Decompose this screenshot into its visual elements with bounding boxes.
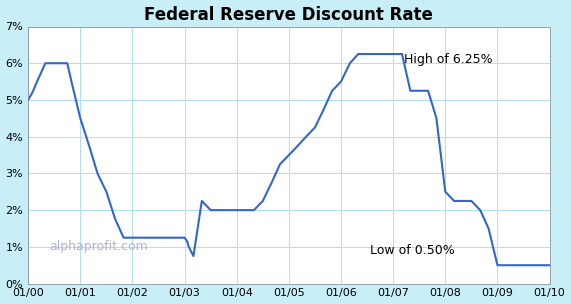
Text: Low of 0.50%: Low of 0.50% [369,244,455,257]
Title: Federal Reserve Discount Rate: Federal Reserve Discount Rate [144,5,433,23]
Text: High of 6.25%: High of 6.25% [404,53,492,66]
Text: alphaprofit.com: alphaprofit.com [49,240,148,253]
